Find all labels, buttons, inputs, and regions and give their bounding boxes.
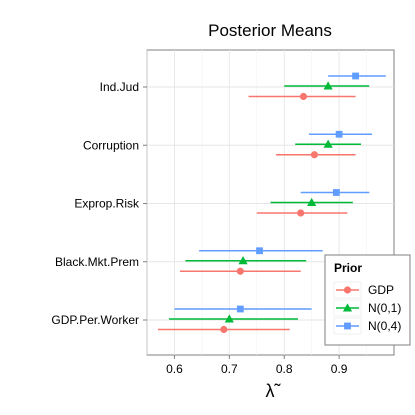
point-marker xyxy=(323,81,333,90)
point-marker xyxy=(352,72,359,80)
legend-key-marker xyxy=(343,286,352,294)
x-tick-label: 0.6 xyxy=(166,362,183,376)
chart-title: Posterior Means xyxy=(208,21,332,40)
point-marker xyxy=(297,209,305,217)
y-tick-label: Exprop.Risk xyxy=(74,197,140,211)
series-0 xyxy=(157,92,356,334)
point-marker xyxy=(310,151,319,159)
x-axis-label: λ̃ xyxy=(266,381,282,401)
legend-key-marker xyxy=(342,303,353,312)
y-tick-label: Corruption xyxy=(83,138,139,152)
point-marker xyxy=(256,247,263,255)
axis-layer: 0.6 0.7 0.8 0.9 Ind.Jud Corruption Exprop.Risk… xyxy=(51,80,347,376)
x-tick-label: 0.9 xyxy=(331,362,348,376)
series-1 xyxy=(168,81,370,323)
point-marker xyxy=(238,256,248,265)
y-tick-label: GDP.Per.Worker xyxy=(51,313,139,327)
point-marker xyxy=(307,197,317,206)
legend: Prior GDP N(0,1) N(0,4) xyxy=(324,254,411,346)
point-marker xyxy=(299,92,308,101)
legend-label: GDP xyxy=(368,283,394,297)
point-marker xyxy=(323,139,333,148)
point-marker xyxy=(332,189,340,196)
point-marker xyxy=(220,325,228,334)
point-marker xyxy=(335,130,343,138)
legend-items: GDP N(0,1) N(0,4) xyxy=(333,281,401,335)
legend-key-marker xyxy=(344,322,351,330)
point-marker xyxy=(236,305,244,313)
legend-label: N(0,4) xyxy=(368,319,401,333)
legend-label: N(0,1) xyxy=(368,301,401,315)
point-marker xyxy=(236,267,244,275)
x-tick-label: 0.8 xyxy=(276,362,293,376)
series-2 xyxy=(174,72,386,313)
y-tick-label: Ind.Jud xyxy=(100,80,139,94)
y-tick-label: Black.Mkt.Prem xyxy=(55,255,139,269)
x-tick-label: 0.7 xyxy=(221,362,238,376)
legend-title: Prior xyxy=(334,261,362,275)
series-layer xyxy=(157,72,386,334)
point-marker xyxy=(224,314,234,323)
